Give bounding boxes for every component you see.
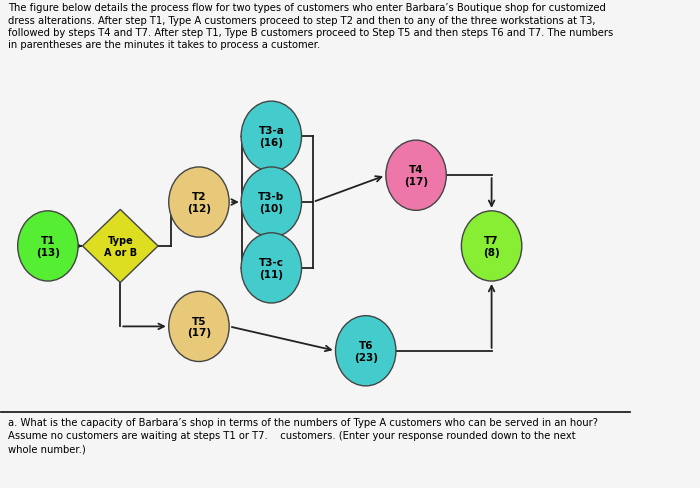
Text: T5
(17): T5 (17): [187, 316, 211, 338]
Text: T2
(12): T2 (12): [187, 192, 211, 213]
Ellipse shape: [335, 316, 396, 386]
Ellipse shape: [169, 292, 229, 362]
Text: T1
(13): T1 (13): [36, 236, 60, 257]
Polygon shape: [83, 210, 158, 283]
Text: T7
(8): T7 (8): [483, 236, 500, 257]
Ellipse shape: [386, 141, 447, 211]
Text: T6
(23): T6 (23): [354, 340, 378, 362]
Text: Type
A or B: Type A or B: [104, 236, 136, 257]
Ellipse shape: [461, 211, 522, 282]
Text: The figure below details the process flow for two types of customers who enter B: The figure below details the process flo…: [8, 3, 613, 50]
Ellipse shape: [241, 233, 302, 304]
Ellipse shape: [169, 167, 229, 238]
Ellipse shape: [18, 211, 78, 282]
Text: T4
(17): T4 (17): [404, 165, 428, 186]
Text: T3-c
(11): T3-c (11): [259, 258, 284, 279]
Text: T3-a
(16): T3-a (16): [258, 126, 284, 148]
Ellipse shape: [241, 167, 302, 238]
Text: T3-b
(10): T3-b (10): [258, 192, 284, 213]
Ellipse shape: [241, 102, 302, 172]
Text: a. What is the capacity of Barbara’s shop in terms of the numbers of Type A cust: a. What is the capacity of Barbara’s sho…: [8, 417, 598, 453]
